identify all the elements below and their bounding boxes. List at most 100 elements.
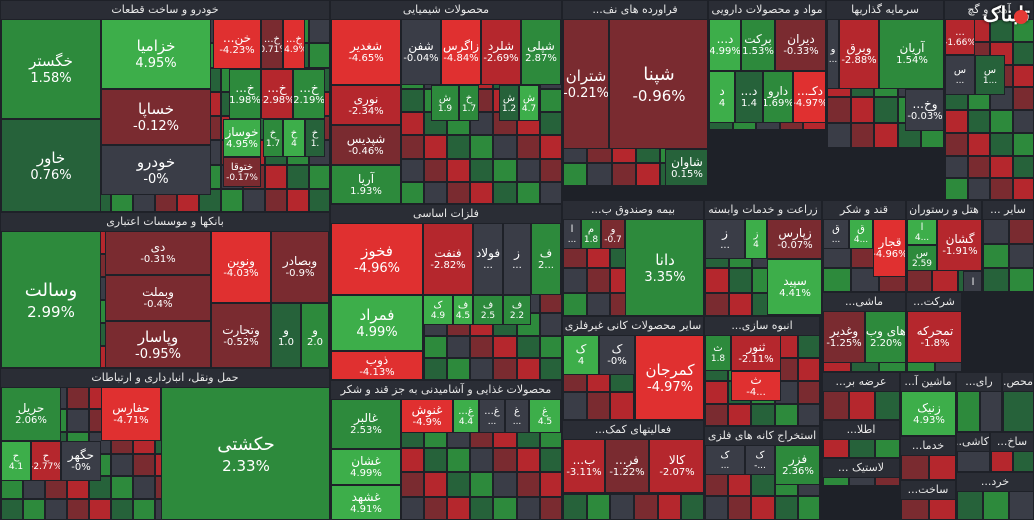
minor-stock-tile[interactable]: [423, 447, 447, 473]
minor-stock-tile[interactable]: [705, 404, 729, 425]
minor-stock-tile[interactable]: [705, 381, 729, 404]
stock-tile[interactable]: ز...: [503, 223, 531, 295]
minor-stock-tile[interactable]: [1012, 110, 1033, 133]
stock-tile[interactable]: وبرق -2.88%: [839, 19, 879, 89]
minor-stock-tile[interactable]: [470, 496, 494, 519]
stock-tile[interactable]: وخ... -0.03%: [905, 89, 943, 131]
stock-tile[interactable]: خن... -4.23%: [213, 19, 261, 69]
minor-stock-tile[interactable]: [400, 135, 424, 159]
minor-stock-tile[interactable]: [539, 496, 561, 519]
stock-tile[interactable]: ق 4...: [849, 219, 873, 249]
stock-tile[interactable]: وتجارت -0.52%: [211, 303, 271, 367]
stock-tile[interactable]: آریان 1.54%: [879, 19, 943, 89]
stock-tile[interactable]: ک 4.9: [423, 295, 453, 325]
stock-tile[interactable]: ش 1.2: [499, 85, 519, 121]
stock-tile[interactable]: خاور 0.76%: [1, 119, 101, 211]
minor-stock-tile[interactable]: [823, 391, 849, 419]
minor-stock-tile[interactable]: [1012, 87, 1033, 110]
minor-stock-tile[interactable]: [493, 358, 517, 379]
minor-stock-tile[interactable]: [470, 181, 494, 203]
stock-tile[interactable]: دی -0.31%: [105, 231, 211, 275]
minor-stock-tile[interactable]: [265, 164, 287, 189]
minor-stock-tile[interactable]: [539, 88, 561, 112]
stock-tile[interactable]: س...: [945, 55, 975, 95]
minor-stock-tile[interactable]: [265, 188, 287, 211]
minor-stock-tile[interactable]: [875, 439, 899, 457]
minor-stock-tile[interactable]: [991, 451, 1013, 471]
minor-stock-tile[interactable]: [423, 496, 447, 519]
stock-tile[interactable]: ا...: [563, 219, 581, 249]
minor-stock-tile[interactable]: [447, 158, 471, 182]
minor-stock-tile[interactable]: [728, 495, 752, 519]
minor-stock-tile[interactable]: [586, 268, 611, 293]
sector-title[interactable]: لاستیک ...: [823, 459, 899, 477]
stock-tile[interactable]: خودرو -0%: [101, 145, 211, 195]
minor-stock-tile[interactable]: [423, 358, 447, 379]
stock-tile[interactable]: دانا 3.35%: [625, 219, 703, 315]
minor-stock-tile[interactable]: [774, 404, 798, 425]
sector-title[interactable]: ساخ...: [991, 433, 1033, 451]
minor-stock-tile[interactable]: [447, 472, 471, 497]
minor-stock-tile[interactable]: [797, 381, 819, 404]
stock-tile[interactable]: و 2.0: [301, 303, 329, 367]
minor-stock-tile[interactable]: [957, 491, 983, 519]
minor-stock-tile[interactable]: [797, 335, 819, 358]
sector-title[interactable]: ساخت...: [901, 481, 955, 499]
stock-tile[interactable]: و 1.0: [271, 303, 301, 367]
stock-tile[interactable]: فر... -1.22%: [605, 439, 649, 493]
minor-stock-tile[interactable]: [539, 135, 561, 159]
stock-tile[interactable]: ش 1.9: [431, 85, 459, 121]
stock-tile[interactable]: غشهد 4.91%: [331, 485, 401, 519]
stock-tile[interactable]: و -0.7: [601, 219, 625, 249]
stock-tile[interactable]: شغدیر -4.65%: [331, 19, 401, 85]
minor-stock-tile[interactable]: [586, 392, 611, 419]
minor-stock-tile[interactable]: [990, 132, 1013, 156]
stock-tile[interactable]: سپید 4.41%: [767, 259, 821, 315]
sector-title[interactable]: محصولات غذایی و آشامیدنی به جز قند و شکر: [331, 381, 561, 399]
stock-tile[interactable]: وبملت -0.4%: [105, 275, 211, 321]
stock-tile[interactable]: نوری -2.34%: [331, 85, 401, 125]
minor-stock-tile[interactable]: [983, 268, 1009, 291]
stock-tile[interactable]: دارو 1.69%: [763, 71, 793, 123]
minor-stock-tile[interactable]: [797, 358, 819, 381]
sector-title[interactable]: سایر محصولات کانی غیرفلزی: [563, 317, 703, 335]
stock-tile[interactable]: ف 2...: [531, 223, 561, 295]
sector-title[interactable]: شرکت...: [907, 293, 961, 311]
stock-tile[interactable]: ک...: [705, 445, 745, 475]
minor-stock-tile[interactable]: [728, 292, 753, 315]
stock-tile[interactable]: خ...-0.71%: [261, 19, 283, 69]
minor-stock-tile[interactable]: [849, 391, 875, 419]
sector-title[interactable]: هتل و رستوران: [907, 201, 981, 219]
minor-stock-tile[interactable]: [470, 135, 494, 159]
stock-tile[interactable]: خزامیا 4.95%: [101, 19, 211, 89]
sector-title[interactable]: حمل ونقل، انبارداری و ارتباطات: [1, 369, 329, 387]
stock-tile[interactable]: ش 4.7: [519, 85, 539, 121]
minor-stock-tile[interactable]: [423, 135, 447, 159]
minor-stock-tile[interactable]: [774, 495, 798, 519]
minor-stock-tile[interactable]: [983, 491, 1009, 519]
minor-stock-tile[interactable]: [705, 268, 729, 293]
minor-stock-tile[interactable]: [400, 181, 424, 203]
minor-stock-tile[interactable]: [23, 498, 45, 519]
minor-stock-tile[interactable]: [45, 498, 67, 519]
minor-stock-tile[interactable]: [681, 493, 703, 519]
minor-stock-tile[interactable]: [563, 493, 587, 519]
stock-tile[interactable]: فزر 2.36%: [775, 445, 819, 485]
minor-stock-tile[interactable]: [957, 391, 980, 431]
stock-tile[interactable]: زاگرس -4.84%: [441, 19, 481, 85]
minor-stock-tile[interactable]: [470, 335, 494, 359]
minor-stock-tile[interactable]: [1012, 64, 1033, 88]
stock-tile[interactable]: تمحرکه -1.8%: [907, 311, 961, 363]
minor-stock-tile[interactable]: [849, 439, 875, 457]
minor-stock-tile[interactable]: [851, 268, 879, 291]
stock-tile[interactable]: غ 4.5: [529, 399, 561, 433]
minor-stock-tile[interactable]: [990, 155, 1013, 179]
minor-stock-tile[interactable]: [823, 477, 849, 485]
minor-stock-tile[interactable]: [901, 455, 929, 479]
stock-tile[interactable]: ثنور -2.11%: [731, 335, 781, 371]
minor-stock-tile[interactable]: [470, 472, 494, 497]
minor-stock-tile[interactable]: [932, 268, 958, 291]
minor-stock-tile[interactable]: [447, 496, 471, 519]
stock-tile[interactable]: غشان 4.99%: [331, 449, 401, 485]
minor-stock-tile[interactable]: [400, 88, 424, 112]
